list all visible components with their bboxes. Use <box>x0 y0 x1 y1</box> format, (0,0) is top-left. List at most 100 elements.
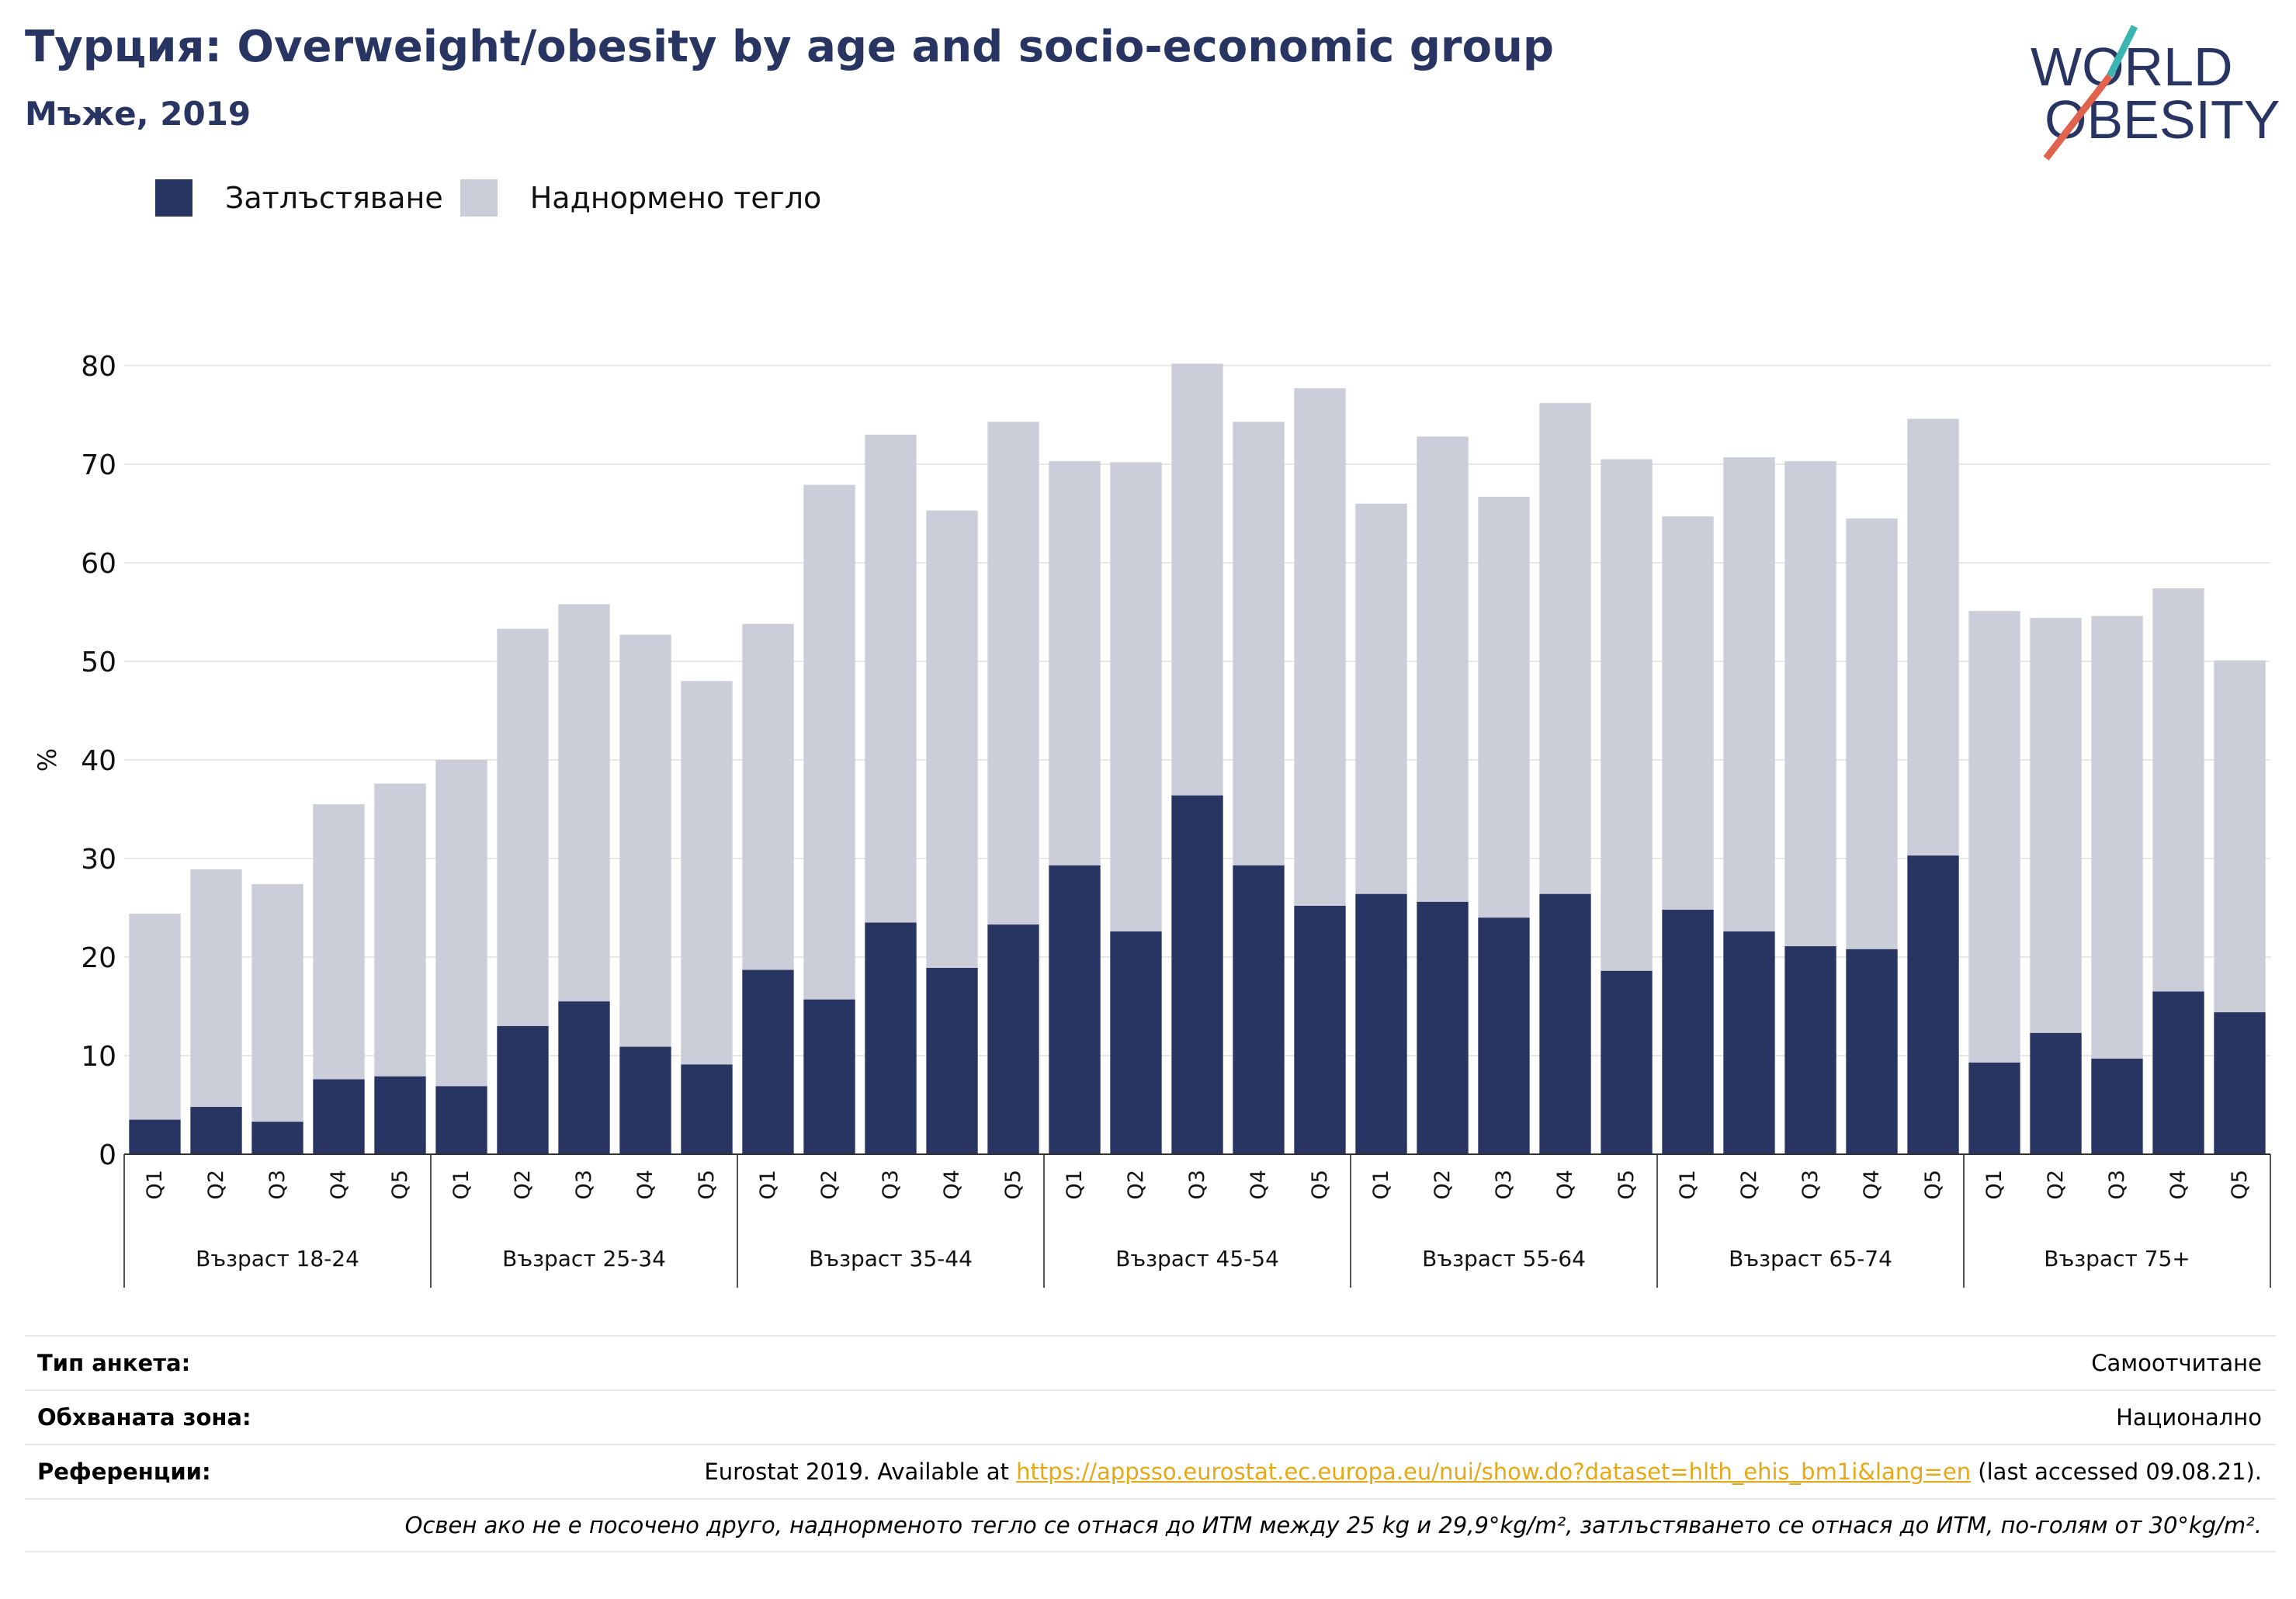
legend-item-obesity: Затлъстяване <box>155 179 443 217</box>
bar-overweight <box>313 804 365 1080</box>
bar-obesity <box>1662 910 1714 1154</box>
x-tick-label: Q1 <box>1369 1170 1393 1199</box>
bar-overweight <box>1110 462 1162 931</box>
x-tick-label: Q3 <box>572 1170 596 1199</box>
bar-overweight <box>2030 618 2082 1033</box>
bar-obesity <box>1723 931 1775 1154</box>
bar-overweight <box>129 914 181 1120</box>
bar-overweight <box>865 434 917 923</box>
bar-obesity <box>2214 1012 2266 1154</box>
x-tick-label: Q5 <box>388 1170 412 1199</box>
x-tick-label: Q2 <box>1124 1170 1148 1199</box>
y-tick-label: 10 <box>81 1041 116 1073</box>
group-label: Възраст 35-44 <box>809 1246 973 1271</box>
references-prefix: Eurostat 2019. Available at <box>704 1459 1017 1485</box>
bar-obesity <box>1233 865 1285 1154</box>
x-tick-label: Q3 <box>2105 1170 2129 1199</box>
bar-obesity <box>374 1076 426 1154</box>
info-row-coverage: Обхваната зона: Национално <box>25 1389 2276 1444</box>
bar-overweight <box>251 884 303 1122</box>
bar-obesity <box>1846 949 1898 1154</box>
x-tick-label: Q5 <box>695 1170 719 1199</box>
chart-title: Турция: Overweight/obesity by age and so… <box>25 22 1554 72</box>
bar-overweight <box>987 421 1039 925</box>
x-tick-label: Q5 <box>1001 1170 1025 1199</box>
bar-overweight <box>2152 588 2204 992</box>
info-row-note: Освен ако не е посочено друго, наднормен… <box>25 1498 2276 1552</box>
x-tick-label: Q1 <box>756 1170 780 1199</box>
bar-obesity <box>1478 917 1530 1154</box>
y-tick-label: 70 <box>81 449 116 481</box>
bar-obesity <box>619 1046 671 1154</box>
x-tick-label: Q3 <box>1798 1170 1823 1199</box>
bar-obesity <box>313 1079 365 1154</box>
bar-obesity <box>251 1122 303 1154</box>
x-tick-label: Q1 <box>1063 1170 1087 1199</box>
group-label: Възраст 75+ <box>2044 1246 2190 1271</box>
references-link[interactable]: https://appsso.eurostat.ec.europa.eu/nui… <box>1016 1459 1972 1485</box>
bar-obesity <box>558 1001 610 1154</box>
y-tick-label: 80 <box>81 351 116 383</box>
bar-overweight <box>1539 403 1591 894</box>
bar-obesity <box>681 1064 733 1154</box>
bar-overweight <box>190 869 242 1108</box>
bar-obesity <box>129 1119 181 1154</box>
group-label: Възраст 55-64 <box>1422 1246 1586 1271</box>
logo-slash-red <box>2043 74 2113 161</box>
bar-obesity <box>1968 1062 2020 1154</box>
info-row-survey-type: Тип анкета: Самоотчитане <box>25 1335 2276 1389</box>
x-tick-label: Q4 <box>940 1170 964 1199</box>
coverage-label: Обхваната зона: <box>37 1404 251 1431</box>
bar-obesity <box>1601 970 1653 1154</box>
x-tick-label: Q1 <box>1982 1170 2006 1199</box>
group-label: Възраст 45-54 <box>1115 1246 1279 1271</box>
x-tick-label: Q5 <box>1308 1170 1332 1199</box>
chart-subtitle: Мъже, 2019 <box>25 95 251 133</box>
bar-obesity <box>2091 1058 2143 1154</box>
bar-obesity <box>926 967 978 1154</box>
x-tick-label: Q2 <box>1737 1170 1761 1199</box>
references-suffix: (last accessed 09.08.21). <box>1971 1459 2262 1485</box>
bar-obesity <box>1784 946 1836 1154</box>
legend-swatch-overweight <box>460 179 498 217</box>
x-tick-label: Q4 <box>1553 1170 1577 1199</box>
x-tick-label: Q5 <box>2228 1170 2252 1199</box>
x-tick-label: Q2 <box>511 1170 535 1199</box>
y-tick-label: 30 <box>81 844 116 876</box>
bar-overweight <box>1233 421 1285 865</box>
x-tick-label: Q4 <box>327 1170 351 1199</box>
bar-obesity <box>1171 795 1223 1154</box>
bar-obesity <box>2030 1032 2082 1154</box>
bar-obesity <box>1355 893 1407 1154</box>
bar-obesity <box>497 1025 549 1154</box>
legend-label-obesity: Затлъстяване <box>225 181 443 215</box>
bar-overweight <box>742 623 794 970</box>
references-value: Eurostat 2019. Available at https://apps… <box>704 1459 2262 1485</box>
y-tick-label: 40 <box>81 745 116 777</box>
x-tick-label: Q5 <box>1921 1170 1945 1199</box>
bar-obesity <box>1110 931 1162 1154</box>
x-tick-label: Q2 <box>1431 1170 1455 1199</box>
bar-obesity <box>2152 991 2204 1154</box>
logo-slash-teal <box>2106 24 2138 78</box>
x-tick-label: Q3 <box>265 1170 290 1199</box>
bar-obesity <box>1294 905 1346 1154</box>
bar-overweight <box>558 604 610 1002</box>
bar-overweight <box>926 510 978 968</box>
x-tick-label: Q4 <box>2166 1170 2190 1199</box>
bar-overweight <box>1601 459 1653 971</box>
references-label: Референции: <box>37 1459 211 1485</box>
legend-swatch-obesity <box>155 179 192 217</box>
bar-obesity <box>803 999 855 1154</box>
group-label: Възраст 18-24 <box>196 1246 359 1271</box>
x-tick-label: Q5 <box>1614 1170 1639 1199</box>
info-row-references: Референции: Eurostat 2019. Available at … <box>25 1444 2276 1498</box>
bar-overweight <box>1846 518 1898 949</box>
bar-overweight <box>1478 496 1530 918</box>
y-tick-label: 60 <box>81 548 116 580</box>
bar-overweight <box>1417 436 1469 902</box>
bmi-note: Освен ако не е посочено друго, наднормен… <box>404 1512 2262 1538</box>
bar-overweight <box>1294 388 1346 906</box>
x-tick-label: Q1 <box>449 1170 473 1199</box>
bar-overweight <box>2091 616 2143 1059</box>
